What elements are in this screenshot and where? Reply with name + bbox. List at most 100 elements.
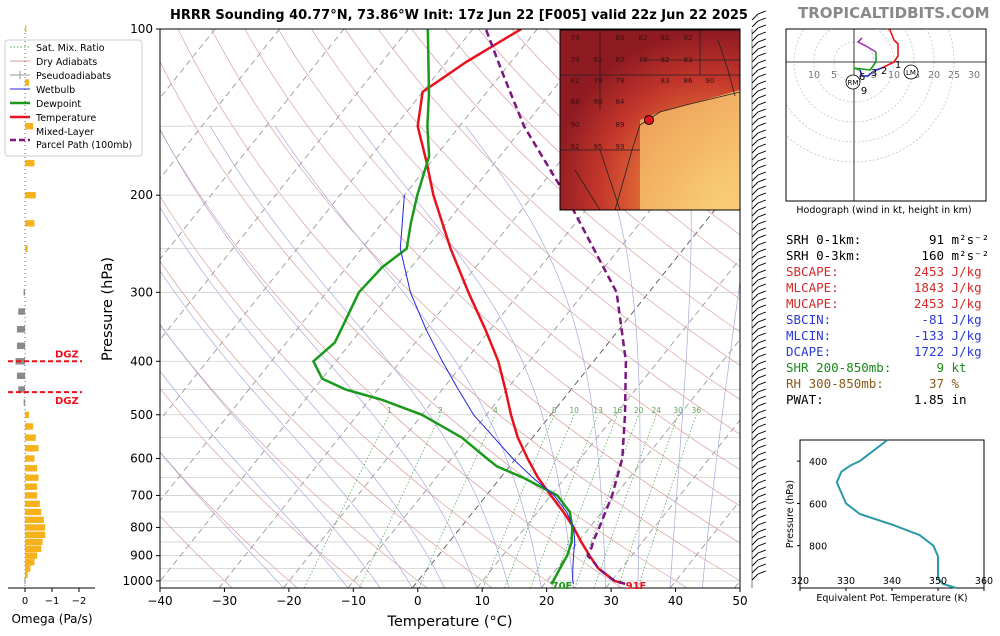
x-tick-label: 30	[603, 594, 618, 608]
mixing-ratio-label: 2	[438, 406, 443, 415]
parameter-row: MLCIN: -133 J/kg	[786, 328, 986, 344]
wind-barbs	[751, 10, 767, 588]
skew-t-axes: −40 −30 −20 −10 0 10 20 30 40 50 100 200 300 400 500 60…	[122, 22, 747, 608]
parameter-unit: J/kg	[944, 296, 982, 311]
moist-adiabat-line	[465, 125, 607, 588]
legend-entry: Parcel Path (100mb)	[36, 140, 132, 151]
map-temperature-label: 90	[571, 121, 580, 129]
wind-barb	[751, 13, 759, 21]
map-temperature-label: 82	[661, 56, 670, 64]
moist-adiabat-line	[585, 126, 641, 588]
wind-barb	[751, 391, 759, 399]
mixing-ratio-line	[530, 414, 599, 588]
omega-bar	[18, 308, 25, 315]
mixing-ratio-line	[617, 414, 679, 588]
parameter-unit: kt	[944, 360, 967, 375]
hodograph-height-label: 2	[881, 66, 887, 77]
mixing-ratio-label: 16	[613, 406, 623, 415]
parameter-row: DCAPE: 1722 J/kg	[786, 344, 986, 360]
map-temperature-label: 86	[684, 77, 693, 85]
wind-barb	[751, 349, 759, 357]
legend-entry: Dewpoint	[36, 99, 81, 110]
map-temperature-label: 78	[639, 56, 648, 64]
parameter-value: 2453	[913, 264, 944, 279]
wind-barb	[751, 510, 759, 518]
legend-entry: Temperature	[35, 113, 96, 124]
moist-adiabat-line	[160, 451, 284, 588]
wind-barb	[751, 328, 759, 336]
omega-bar	[16, 372, 25, 380]
omega-tick-label: −1	[45, 596, 60, 607]
mixing-ratio-line	[504, 414, 575, 588]
parameter-unit: m²s⁻²	[944, 248, 990, 263]
mixing-ratio-line	[593, 414, 657, 588]
theta-e-x-tick-label: 340	[883, 576, 901, 587]
dewpoint-line	[312, 29, 574, 585]
wetbulb-line	[399, 195, 576, 584]
wind-barb	[751, 412, 759, 420]
omega-bar	[25, 524, 46, 531]
omega-bar	[25, 552, 38, 559]
omega-bar	[25, 411, 30, 418]
x-tick-label: 40	[668, 594, 683, 608]
parameter-name: MLCAPE:	[786, 280, 839, 295]
wind-barb	[751, 503, 759, 511]
map-temperature-label: 83	[684, 56, 693, 64]
wind-barb	[751, 440, 759, 448]
omega-bar	[25, 445, 39, 452]
parameter-row: RH 300-850mb: 37 %	[786, 376, 986, 392]
wind-barb	[751, 573, 759, 581]
chart-legend: Sat. Mix. Ratio Dry Adiabats Pseudoadiabat…	[4, 39, 143, 157]
mixing-ratio-label: 24	[651, 406, 661, 415]
hodograph-height-label: 1	[895, 60, 901, 71]
mixing-ratio-line	[637, 414, 697, 588]
mixing-ratio-line	[574, 414, 639, 588]
mixing-ratio-line	[551, 414, 618, 588]
parameter-unit: J/kg	[944, 328, 982, 343]
parameter-value: -133	[913, 328, 944, 343]
wind-barb	[751, 118, 759, 126]
x-tick-label: 50	[732, 594, 747, 608]
storm-motion-marker	[903, 64, 919, 80]
legend-entry: Pseudoadiabats	[36, 71, 111, 82]
wind-barb	[751, 447, 759, 455]
y-tick-label: 100	[130, 22, 153, 36]
moist-adiabat-line	[275, 126, 542, 588]
x-tick-label: −20	[276, 594, 301, 608]
wind-barb	[751, 90, 759, 98]
dry-adiabat-line	[160, 129, 623, 588]
dgz-label: DGZ	[55, 349, 79, 360]
mixing-ratio-label: 10	[569, 406, 579, 415]
wind-barb	[751, 209, 759, 217]
parameter-row: SHR 200-850mb: 9 kt	[786, 360, 986, 376]
wind-barb	[751, 426, 759, 434]
moist-adiabat-lines	[160, 125, 740, 588]
parameter-name: SHR 200-850mb:	[786, 360, 892, 375]
hodograph-ring-label: 5	[831, 70, 837, 81]
moist-adiabat-line	[701, 278, 740, 588]
theta-e-x-tick-label: 320	[791, 576, 809, 587]
dry-adiabat-line	[160, 451, 298, 588]
wind-barb	[751, 272, 759, 280]
mixing-ratio-lines	[303, 414, 697, 588]
wind-barb	[751, 286, 759, 294]
map-temperature-label: 82	[661, 34, 670, 42]
omega-bar	[25, 220, 35, 227]
parameter-name: SRH 0-3km:	[786, 248, 862, 263]
map-temperature-label: 79	[571, 56, 580, 64]
theta-e-line	[835, 439, 957, 589]
parameter-row: MUCAPE: 2453 J/kg	[786, 296, 986, 312]
wind-barb	[751, 538, 759, 546]
dgz-label: DGZ	[55, 396, 79, 407]
mixing-ratio-label: 4	[493, 406, 498, 415]
theta-e-panel: 320 330 340 350 360 400 600 800	[791, 439, 993, 591]
wind-barb	[751, 552, 759, 560]
hodograph-height-label: 9	[861, 86, 867, 97]
dry-adiabat-line	[377, 29, 740, 366]
wind-barb	[751, 517, 759, 525]
wind-barb	[751, 524, 759, 532]
hodograph-trace	[881, 29, 899, 69]
hodograph-ring-label: 10	[808, 70, 820, 81]
wind-barb	[751, 482, 759, 490]
hodograph-height-label: 6	[859, 72, 865, 83]
